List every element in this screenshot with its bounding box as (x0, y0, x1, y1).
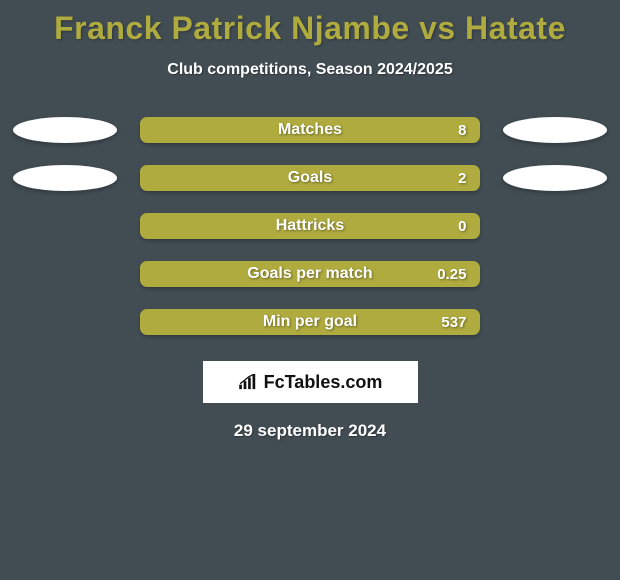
stat-bar: Goals per match 0.25 (140, 261, 481, 287)
right-ellipse-slot (490, 117, 620, 143)
stat-bar: Min per goal 537 (140, 309, 481, 335)
left-ellipse-slot (0, 117, 130, 143)
stat-bar: Goals 2 (140, 165, 481, 191)
bar-chart-icon (238, 374, 260, 390)
left-ellipse (13, 165, 117, 191)
stat-label: Matches (278, 121, 342, 139)
stat-value: 0 (458, 218, 466, 235)
page-title: Franck Patrick Njambe vs Hatate (0, 0, 620, 47)
left-ellipse-slot (0, 165, 130, 191)
stat-row: Hattricks 0 (0, 213, 620, 239)
stat-label: Hattricks (276, 217, 344, 235)
stat-label: Goals per match (247, 265, 372, 283)
stat-value: 2 (458, 170, 466, 187)
left-ellipse (13, 117, 117, 143)
logo-box: FcTables.com (203, 361, 418, 403)
date-label: 29 september 2024 (0, 421, 620, 441)
stat-value: 0.25 (437, 266, 466, 283)
stat-label: Min per goal (263, 313, 357, 331)
right-ellipse (503, 165, 607, 191)
stat-value: 537 (441, 314, 466, 331)
stat-row: Min per goal 537 (0, 309, 620, 335)
stats-container: Matches 8 Goals 2 Hattricks 0 Goals per match 0… (0, 117, 620, 335)
logo-text: FcTables.com (264, 372, 383, 393)
stat-label: Goals (288, 169, 332, 187)
stat-value: 8 (458, 122, 466, 139)
stat-bar: Hattricks 0 (140, 213, 481, 239)
subtitle: Club competitions, Season 2024/2025 (0, 61, 620, 79)
stat-row: Goals per match 0.25 (0, 261, 620, 287)
stat-row: Goals 2 (0, 165, 620, 191)
stat-bar: Matches 8 (140, 117, 481, 143)
right-ellipse (503, 117, 607, 143)
stat-row: Matches 8 (0, 117, 620, 143)
right-ellipse-slot (490, 165, 620, 191)
